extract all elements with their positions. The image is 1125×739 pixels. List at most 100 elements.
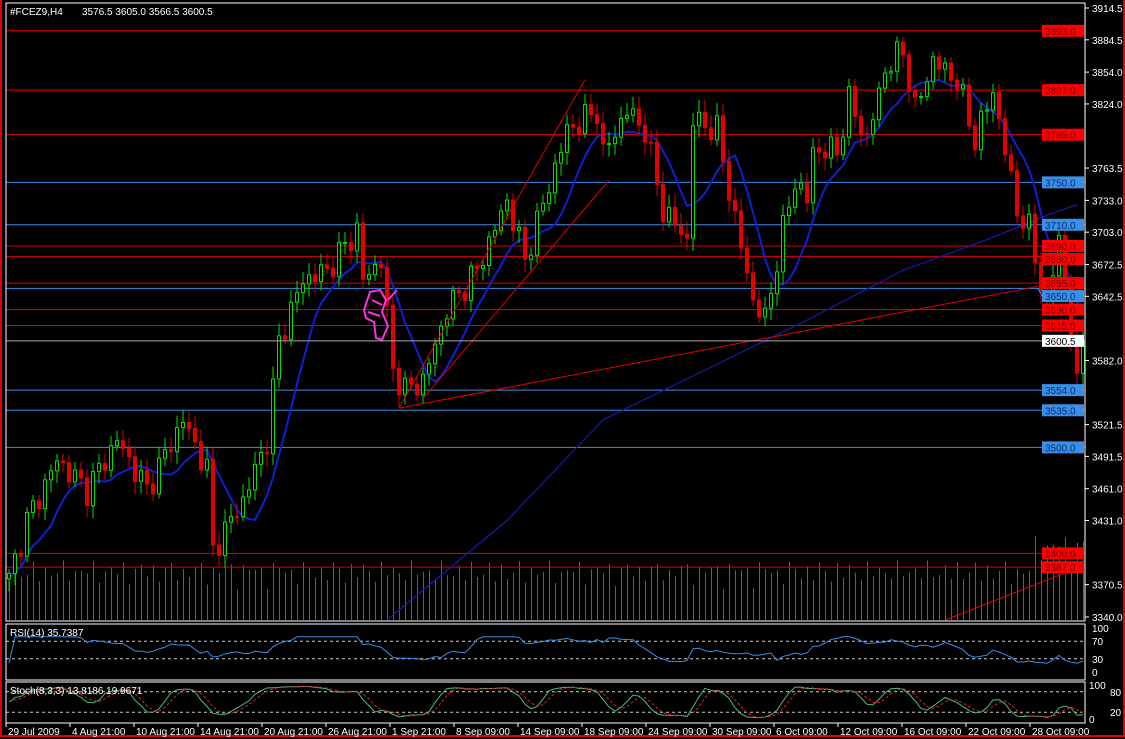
candle — [175, 415, 179, 465]
trendline[interactable] — [422, 179, 610, 399]
level-price-label: 3630.0 — [1045, 306, 1076, 317]
candle-body — [67, 462, 71, 483]
candle — [589, 93, 593, 123]
candle-body — [193, 428, 197, 443]
candle-body — [463, 292, 467, 302]
trendline[interactable] — [398, 277, 1084, 409]
candle — [955, 73, 959, 100]
y-tick-label: 3431.0 — [1092, 517, 1123, 528]
candle — [1003, 109, 1007, 164]
candle-body — [355, 222, 359, 252]
candle-body — [535, 210, 539, 256]
level-price-label: 3680.0 — [1045, 255, 1076, 266]
candle-body — [217, 544, 221, 556]
candle — [877, 81, 881, 128]
candle-body — [19, 553, 23, 557]
volume-bar — [447, 575, 448, 620]
candle — [397, 360, 401, 407]
candle — [685, 221, 689, 251]
volume-bar — [729, 563, 730, 620]
volume-bar — [57, 573, 58, 620]
candle-body — [181, 422, 185, 429]
candle-body — [169, 449, 173, 453]
candle — [889, 65, 893, 82]
candle-body — [703, 111, 707, 129]
volume-bar — [147, 576, 148, 620]
volume-bar — [1047, 545, 1048, 620]
candle — [247, 477, 251, 505]
candle — [277, 323, 281, 388]
candle-body — [271, 378, 275, 455]
candle — [103, 453, 107, 481]
volume-bar — [1041, 560, 1042, 620]
candle-body — [55, 460, 59, 472]
candle — [31, 495, 35, 519]
candle — [565, 114, 569, 166]
candle — [349, 232, 353, 264]
candle-body — [301, 283, 305, 294]
candle — [457, 285, 461, 299]
candle-body — [247, 489, 251, 498]
candle-body — [979, 110, 983, 151]
candle — [667, 194, 671, 228]
volume-bar — [645, 581, 646, 620]
y-tick-label: 3854.0 — [1092, 68, 1123, 79]
volume-bar — [1083, 541, 1084, 620]
volume-bar — [705, 572, 706, 620]
x-tick-label: 6 Oct 09:00 — [776, 727, 828, 738]
candle — [973, 118, 977, 158]
volume-bar — [1071, 561, 1072, 620]
volume-bar — [51, 575, 52, 620]
candle-body — [625, 114, 629, 119]
volume-bar — [345, 582, 346, 620]
candle-body — [1027, 213, 1031, 229]
trendline[interactable] — [398, 79, 586, 409]
volume-bar — [843, 577, 844, 620]
volume-bar — [711, 567, 712, 620]
candle — [79, 461, 83, 487]
volume-bar — [561, 572, 562, 620]
candle — [325, 253, 329, 274]
candle-body — [865, 133, 869, 136]
volume-bar — [153, 565, 154, 620]
volume-bar — [483, 574, 484, 620]
x-tick-label: 8 Sep 09:00 — [456, 727, 510, 738]
candle-body — [157, 457, 161, 495]
candle — [115, 430, 119, 451]
candle-body — [985, 109, 989, 112]
volume-bar — [105, 571, 106, 620]
drawing-object[interactable] — [362, 288, 398, 342]
candle-body — [373, 263, 377, 276]
candle — [97, 454, 101, 484]
candle — [631, 96, 635, 123]
candle — [841, 128, 845, 161]
volume-bar — [399, 573, 400, 620]
candle — [223, 509, 227, 568]
candle — [865, 126, 869, 147]
candle-body — [871, 119, 875, 135]
volume-bar — [393, 567, 394, 620]
level-price-label: 3710.0 — [1045, 221, 1076, 232]
y-tick-label: 3461.0 — [1092, 485, 1123, 496]
y-tick-label: 3733.0 — [1092, 196, 1123, 207]
volume-bar — [759, 562, 760, 620]
candle — [817, 138, 821, 165]
candle — [997, 83, 1001, 130]
candle — [229, 503, 233, 534]
stoch-frame — [5, 681, 1086, 724]
y-tick-label: 3824.0 — [1092, 100, 1123, 111]
level-price-tag — [1042, 404, 1084, 417]
candle-body — [571, 124, 575, 128]
volume-bar — [981, 580, 982, 620]
volume-bar — [111, 567, 112, 620]
candle-body — [961, 84, 965, 90]
x-tick-label: 22 Oct 09:00 — [968, 727, 1026, 738]
volume-bar — [807, 566, 808, 620]
candle — [637, 96, 641, 136]
volume-bar — [519, 561, 520, 620]
candle — [643, 112, 647, 155]
trendline[interactable] — [944, 564, 1086, 621]
candle-body — [427, 363, 431, 375]
